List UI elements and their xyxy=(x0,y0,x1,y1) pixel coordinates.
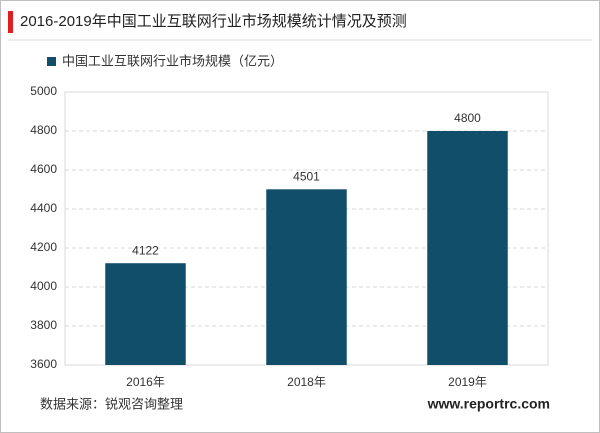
x-tick-label: 2016年 xyxy=(126,375,165,389)
legend-label: 中国工业互联网行业市场规模（亿元） xyxy=(62,53,283,68)
chart-title: 2016-2019年中国工业互联网行业市场规模统计情况及预测 xyxy=(20,13,407,30)
data-label: 4800 xyxy=(454,111,481,125)
y-tick-label: 4400 xyxy=(30,201,57,215)
y-tick-label: 4600 xyxy=(30,162,57,176)
source-note: 数据来源：锐观咨询整理 xyxy=(40,396,183,411)
legend-swatch xyxy=(47,57,56,66)
bar xyxy=(105,263,186,365)
y-tick-label: 5000 xyxy=(30,84,57,98)
y-tick-label: 4800 xyxy=(30,123,57,137)
data-label: 4122 xyxy=(132,243,159,257)
title-marker xyxy=(8,11,13,33)
bar xyxy=(266,189,347,365)
y-tick-label: 3600 xyxy=(30,357,57,371)
y-tick-label: 3800 xyxy=(30,318,57,332)
website: www.reportrc.com xyxy=(427,396,550,412)
x-tick-label: 2018年 xyxy=(287,375,326,389)
x-tick-label: 2019年 xyxy=(448,375,487,389)
bar xyxy=(427,131,508,365)
y-tick-label: 4000 xyxy=(30,279,57,293)
y-tick-label: 4200 xyxy=(30,240,57,254)
data-label: 4501 xyxy=(293,169,320,183)
